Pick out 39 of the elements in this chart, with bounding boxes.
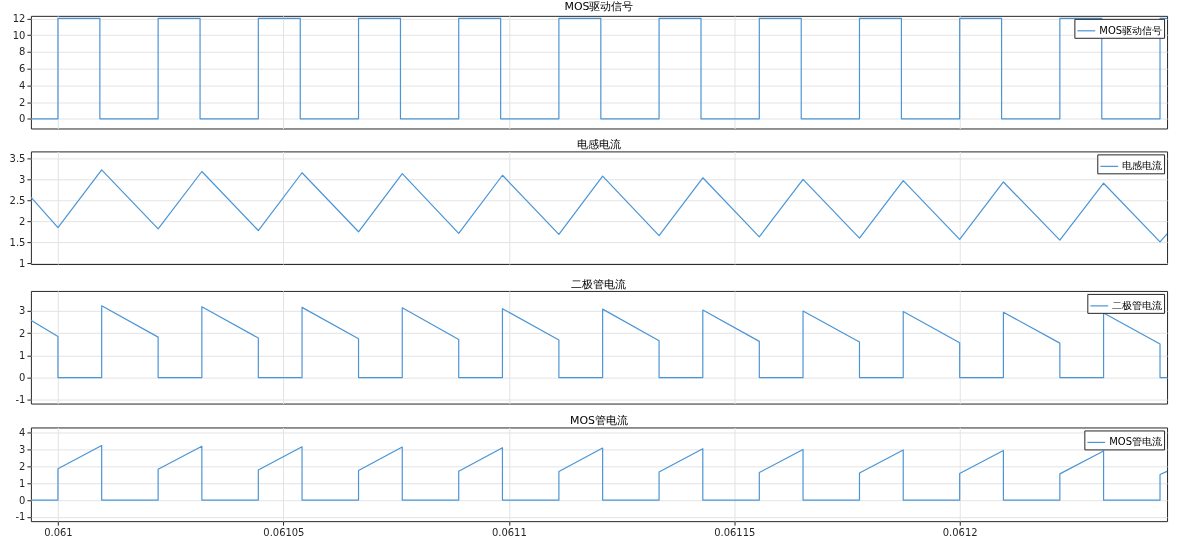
y-tick-label: 8 (19, 46, 26, 58)
x-tick-label: 0.061 (44, 526, 73, 538)
y-tick-label: 2 (19, 96, 26, 108)
y-tick-label: 0 (19, 372, 26, 384)
chart-title: 电感电流 (576, 138, 621, 152)
y-tick-label: 12 (12, 12, 26, 24)
y-tick-label: 4 (19, 427, 26, 439)
legend-label: 电感电流 (1122, 160, 1163, 172)
y-tick-label: 2.5 (9, 194, 26, 206)
legend-label: 二极管电流 (1112, 299, 1163, 311)
chart-title: 二极管电流 (571, 277, 627, 291)
y-tick-label: 10 (12, 29, 26, 41)
line-series (30, 169, 1168, 243)
y-tick-label: 3 (19, 305, 26, 317)
y-tick-label: 2 (19, 460, 26, 472)
y-tick-label: 3 (19, 173, 26, 185)
x-tick-label: 0.06105 (263, 526, 305, 538)
y-tick-label: 6 (19, 63, 26, 75)
y-tick-label: 1 (19, 257, 26, 269)
y-tick-label: 0 (19, 494, 26, 506)
y-tick-label: -1 (15, 511, 26, 523)
y-tick-label: 3.5 (9, 153, 26, 165)
y-tick-label: 1.5 (9, 236, 26, 248)
y-tick-label: 3 (19, 443, 26, 455)
x-tick-label: 0.0612 (942, 526, 978, 538)
chart-title: MOS管电流 (569, 414, 628, 428)
line-series (30, 444, 1168, 501)
y-tick-label: -1 (15, 394, 26, 406)
legend-label: MOS驱动信号 (1099, 24, 1163, 36)
y-tick-label: 1 (19, 477, 26, 489)
y-tick-label: 2 (19, 327, 26, 339)
x-tick-label: 0.0611 (491, 526, 527, 538)
y-tick-label: 4 (19, 79, 26, 91)
y-tick-label: 0 (19, 113, 26, 125)
y-tick-label: 2 (19, 215, 26, 227)
x-tick-label: 0.06115 (714, 526, 756, 538)
legend-label: MOS管电流 (1109, 436, 1163, 448)
chart-title: MOS驱动信号 (564, 0, 634, 14)
y-tick-label: 1 (19, 349, 26, 361)
